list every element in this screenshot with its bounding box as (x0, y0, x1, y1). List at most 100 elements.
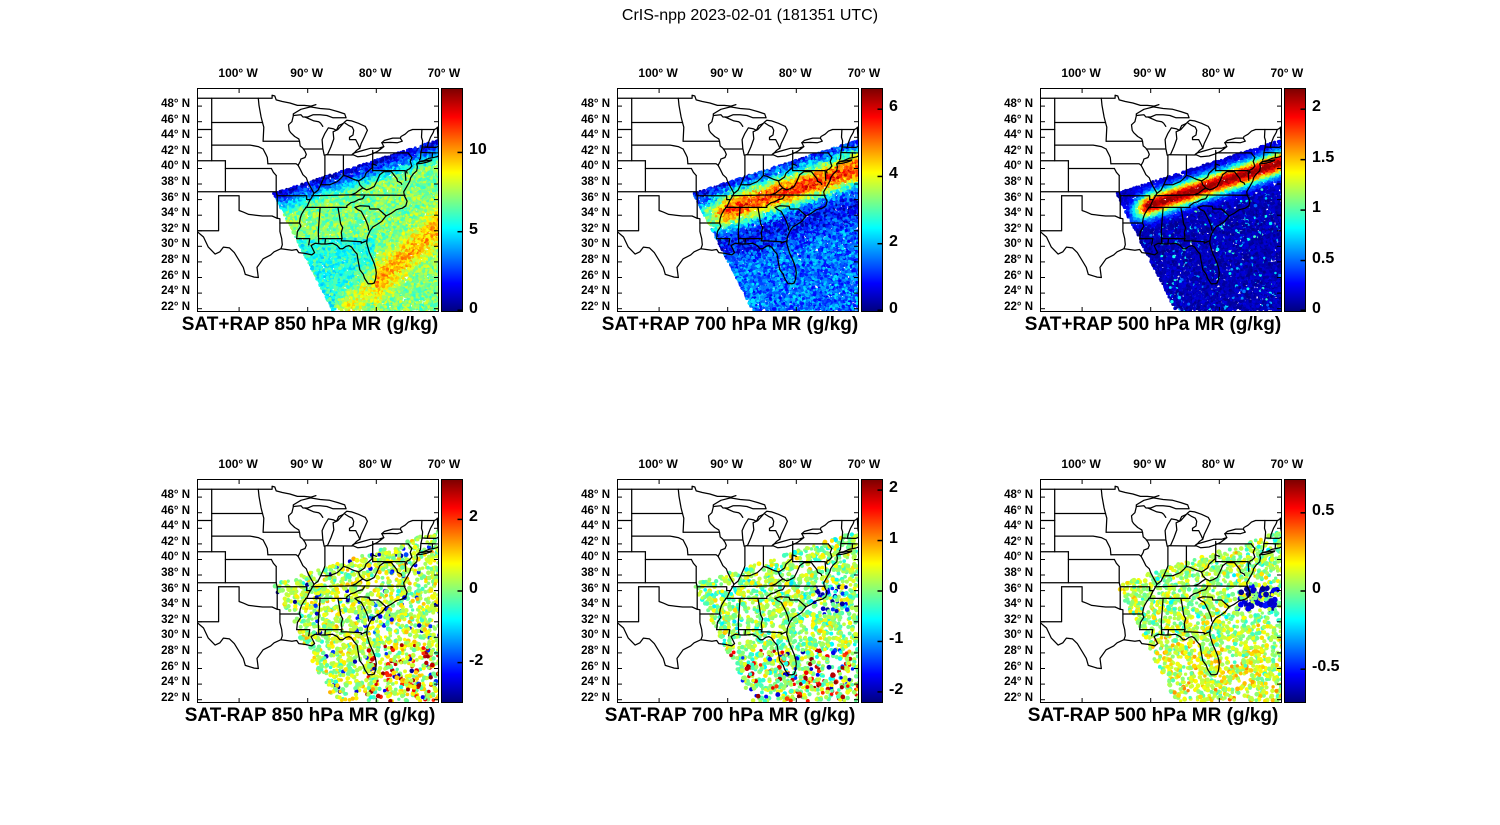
x-tick-label: 70° W (1270, 66, 1304, 80)
y-tick-label: 32° N (161, 613, 190, 626)
y-tick-label: 22° N (581, 691, 610, 704)
colorbar-gradient (862, 89, 882, 311)
y-tick-label: 24° N (1004, 676, 1033, 689)
y-tick-label: 46° N (581, 504, 610, 517)
y-tick-label: 36° N (581, 191, 610, 204)
y-tick-label: 22° N (161, 300, 190, 313)
y-axis-tick-labels: 48° N 46° N 44° N 42° N 40° N 38° N 36° N 34° N… (570, 479, 613, 704)
map-frame (617, 88, 859, 312)
y-tick-label: 22° N (161, 691, 190, 704)
y-tick-label: 30° N (581, 629, 610, 642)
y-tick-label: 38° N (581, 567, 610, 580)
y-tick-label: 26° N (1004, 269, 1033, 282)
x-tick-label: 90° W (290, 457, 324, 471)
colorbar (861, 479, 883, 703)
y-tick-label: 44° N (161, 129, 190, 142)
y-tick-label: 44° N (581, 129, 610, 142)
colorbar-gradient (1285, 89, 1305, 311)
y-tick-label: 28° N (581, 253, 610, 266)
y-tick-label: 24° N (161, 285, 190, 298)
y-tick-label: 28° N (161, 644, 190, 657)
y-tick-label: 34° N (161, 598, 190, 611)
colorbar-tick-label: 1 (1312, 199, 1321, 217)
colorbar (1284, 479, 1306, 703)
y-tick-label: 36° N (581, 582, 610, 595)
x-tick-label: 80° W (778, 457, 812, 471)
y-tick-label: 46° N (1004, 113, 1033, 126)
y-tick-label: 42° N (1004, 144, 1033, 157)
panel-title: SAT-RAP 500 hPa MR (g/kg) (1027, 705, 1279, 726)
y-axis-tick-labels: 48° N 46° N 44° N 42° N 40° N 38° N 36° N 34° N… (150, 479, 193, 704)
y-tick-label: 42° N (161, 144, 190, 157)
colorbar-tick-label: 2 (1312, 98, 1321, 116)
x-axis-tick-labels: 100° W 90° W 80° W 70° W (617, 455, 880, 475)
x-axis-tick-labels: 100° W 90° W 80° W 70° W (1040, 64, 1303, 84)
colorbar-tick-label: 2 (889, 479, 898, 497)
colorbar-tick-labels: 2 0 -2 (469, 479, 524, 701)
map-panel-sat-plus-rap-700: 100° W 90° W 80° W 70° W 48° N 46° N 44° N 42°… (570, 64, 948, 364)
map-frame (197, 479, 439, 703)
y-tick-label: 34° N (161, 207, 190, 220)
colorbar-tick-label: 6 (889, 98, 898, 116)
x-tick-label: 80° W (778, 66, 812, 80)
x-tick-label: 90° W (710, 66, 744, 80)
y-tick-label: 44° N (161, 520, 190, 533)
swath-canvas (618, 89, 858, 311)
x-tick-label: 90° W (710, 457, 744, 471)
y-tick-label: 28° N (161, 253, 190, 266)
x-tick-label: 80° W (358, 66, 392, 80)
map-panel-sat-minus-rap-500: 100° W 90° W 80° W 70° W 48° N 46° N 44° N 42°… (993, 455, 1371, 755)
y-axis-tick-labels: 48° N 46° N 44° N 42° N 40° N 38° N 36° N 34° N… (993, 479, 1036, 704)
x-axis-tick-labels: 100° W 90° W 80° W 70° W (197, 455, 460, 475)
y-tick-label: 28° N (581, 644, 610, 657)
y-tick-label: 40° N (1004, 160, 1033, 173)
y-tick-label: 38° N (1004, 567, 1033, 580)
y-tick-label: 48° N (1004, 489, 1033, 502)
y-tick-label: 34° N (581, 598, 610, 611)
x-tick-label: 70° W (427, 66, 461, 80)
colorbar-tick-label: 2 (889, 232, 898, 250)
y-tick-label: 28° N (1004, 253, 1033, 266)
colorbar-gradient (442, 480, 462, 702)
y-tick-label: 26° N (161, 269, 190, 282)
y-tick-label: 36° N (161, 191, 190, 204)
colorbar-tick-labels: 0.5 0 -0.5 (1312, 479, 1367, 701)
y-tick-label: 40° N (581, 551, 610, 564)
x-tick-label: 80° W (1201, 457, 1235, 471)
colorbar-gradient (1285, 480, 1305, 702)
y-tick-label: 48° N (161, 98, 190, 111)
y-tick-label: 44° N (581, 520, 610, 533)
colorbar (861, 88, 883, 312)
map-panel-sat-plus-rap-500: 100° W 90° W 80° W 70° W 48° N 46° N 44° N 42°… (993, 64, 1371, 364)
colorbar-tick-label: 4 (889, 165, 898, 183)
y-tick-label: 32° N (161, 222, 190, 235)
swath-canvas (198, 89, 438, 311)
panel-title: SAT+RAP 850 hPa MR (g/kg) (181, 314, 439, 335)
map-panel-sat-minus-rap-850: 100° W 90° W 80° W 70° W 48° N 46° N 44° N 42°… (150, 455, 528, 755)
colorbar-tick-label: 5 (469, 220, 478, 238)
y-tick-label: 46° N (161, 504, 190, 517)
y-axis-tick-labels: 48° N 46° N 44° N 42° N 40° N 38° N 36° N 34° N… (570, 88, 613, 313)
y-tick-label: 24° N (161, 676, 190, 689)
y-tick-label: 38° N (1004, 176, 1033, 189)
y-tick-label: 34° N (581, 207, 610, 220)
y-tick-label: 40° N (161, 160, 190, 173)
y-tick-label: 40° N (1004, 551, 1033, 564)
map-frame (1040, 479, 1282, 703)
colorbar-tick-label: -2 (889, 680, 904, 698)
x-tick-label: 80° W (358, 457, 392, 471)
y-tick-label: 26° N (161, 660, 190, 673)
colorbar-tick-label: 2 (469, 508, 478, 526)
y-tick-label: 24° N (581, 285, 610, 298)
colorbar-tick-label: -2 (469, 651, 484, 669)
swath-canvas (618, 480, 858, 702)
y-tick-label: 36° N (1004, 582, 1033, 595)
x-tick-label: 70° W (847, 457, 881, 471)
swath-canvas (1041, 89, 1281, 311)
x-tick-label: 100° W (1061, 457, 1101, 471)
x-tick-label: 90° W (290, 66, 324, 80)
y-tick-label: 30° N (1004, 238, 1033, 251)
colorbar-tick-label: 0 (889, 300, 898, 317)
y-tick-label: 42° N (1004, 535, 1033, 548)
